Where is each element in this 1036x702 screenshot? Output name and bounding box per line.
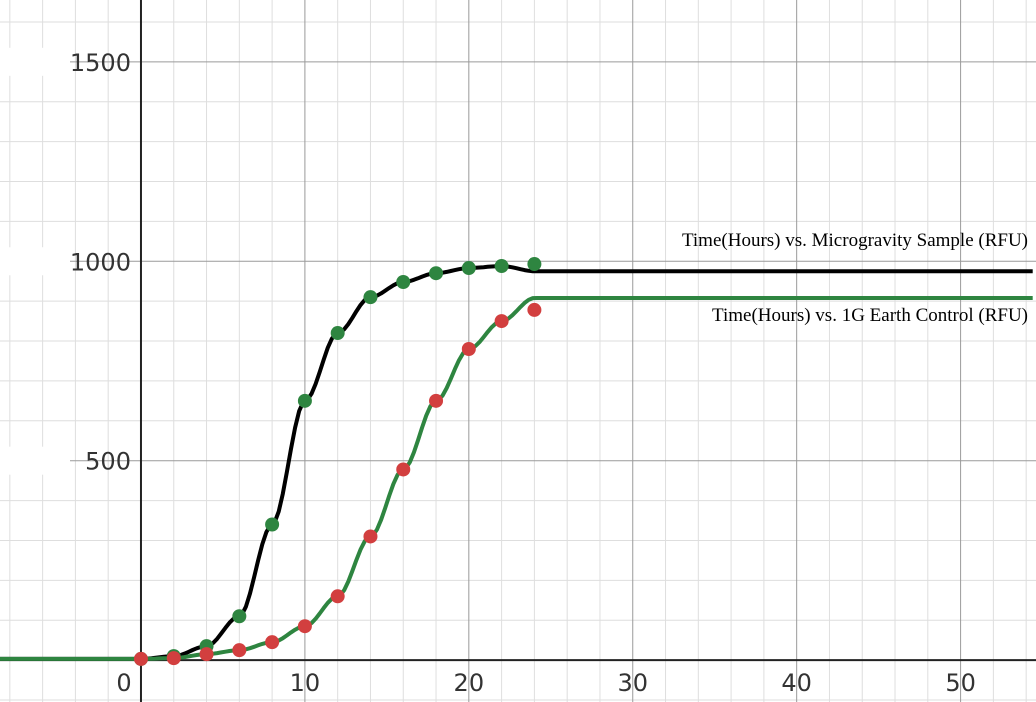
data-point-microgravity xyxy=(461,261,476,276)
x-tick-label: 50 xyxy=(945,669,976,697)
y-tick-label: 1000 xyxy=(70,248,131,276)
series-label-microgravity: Time(Hours) vs. Microgravity Sample (RFU… xyxy=(682,230,1028,251)
data-point-earth-control xyxy=(429,393,444,408)
data-point-microgravity xyxy=(297,393,312,408)
data-point-earth-control xyxy=(166,651,181,666)
data-point-earth-control xyxy=(265,635,280,650)
data-point-microgravity xyxy=(330,326,345,341)
x-tick-label: 40 xyxy=(781,669,812,697)
data-point-earth-control xyxy=(232,643,247,658)
data-point-earth-control xyxy=(297,619,312,634)
data-point-microgravity xyxy=(265,517,280,532)
data-point-microgravity xyxy=(232,609,247,624)
data-point-earth-control xyxy=(133,651,148,666)
data-point-microgravity xyxy=(429,266,444,281)
y-tick-label-background xyxy=(0,446,70,475)
x-tick-label: 10 xyxy=(290,669,321,697)
y-tick-label-background xyxy=(0,47,70,76)
x-tick-label: 30 xyxy=(617,669,648,697)
series-label-earth-control: Time(Hours) vs. 1G Earth Control (RFU) xyxy=(712,305,1028,326)
x-tick-label: 0 xyxy=(116,669,131,697)
fitted-curve-earth-control xyxy=(0,296,1033,661)
data-point-microgravity xyxy=(494,259,509,274)
data-point-earth-control xyxy=(330,589,345,604)
y-tick-label-background xyxy=(0,247,70,276)
data-point-microgravity xyxy=(363,290,378,305)
data-point-earth-control xyxy=(396,462,411,477)
data-point-microgravity xyxy=(396,274,411,289)
data-points xyxy=(133,257,542,666)
data-point-earth-control xyxy=(461,342,476,357)
data-point-earth-control xyxy=(527,302,542,317)
x-tick-label: 20 xyxy=(454,669,485,697)
series-labels: Time(Hours) vs. Microgravity Sample (RFU… xyxy=(682,230,1028,326)
data-point-earth-control xyxy=(363,529,378,544)
tick-labels: 0 10 20 30 40 50 500 1000 1500 xyxy=(0,47,976,697)
data-point-earth-control xyxy=(199,647,214,662)
y-tick-label: 500 xyxy=(85,448,131,476)
data-point-earth-control xyxy=(494,314,509,329)
y-tick-label: 1500 xyxy=(70,49,131,77)
data-point-microgravity xyxy=(527,257,542,272)
